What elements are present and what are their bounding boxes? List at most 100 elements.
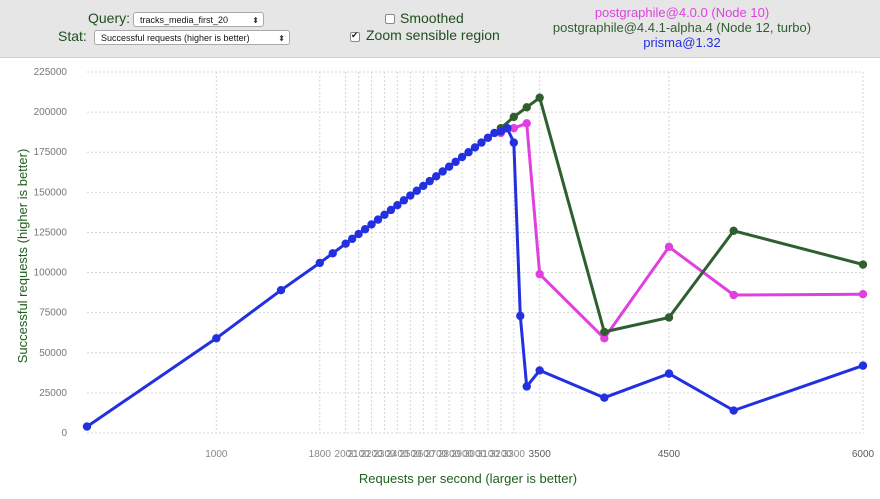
y-tick-label: 150000 [34,187,68,198]
data-point [470,143,480,152]
x-tick-label: 3500 [529,449,552,460]
data-point [664,313,674,322]
data-point [399,196,409,205]
x-tick-label: 6000 [852,449,875,460]
y-tick-label: 50000 [39,348,67,359]
data-point [328,249,337,258]
series-0 [496,119,868,343]
data-point [477,138,486,147]
data-point [509,123,518,133]
data-point [600,327,609,337]
x-tick-label: 2900 [451,449,474,460]
data-point [464,148,473,157]
y-tick-label: 25000 [39,388,67,399]
data-point [276,286,286,295]
data-point [432,172,441,181]
smoothed-checkbox[interactable] [385,14,395,24]
data-point [535,366,544,375]
controls-bar: Query: tracks_media_first_20 ⬍ Stat: Suc… [0,0,880,58]
data-point [444,162,454,171]
data-point [451,157,460,167]
x-tick-label: 2600 [412,449,435,460]
data-point [490,128,499,138]
y-tick-label: 125000 [34,227,68,238]
series-line [499,96,864,334]
x-tick-label: 3100 [477,449,500,460]
data-point [664,369,674,378]
y-axis-ticks: 0 25000 50000 75000 100000 125000 150000 175000… [34,67,68,439]
zoom-label: Zoom sensible region [366,27,500,43]
data-point [360,225,370,234]
data-point [354,229,363,239]
data-point [729,290,738,300]
data-point [535,269,544,279]
y-tick-label: 200000 [34,107,68,118]
select-arrows-icon: ⬍ [278,34,285,43]
data-point [347,234,357,244]
x-tick-label: 2400 [386,449,409,460]
data-point [406,191,415,200]
data-point [82,422,92,431]
x-tick-label: 2500 [399,449,422,460]
x-tick-label: 3300 [503,449,526,460]
data-point [509,138,518,147]
x-tick-label: 2000 [335,449,358,460]
data-point [438,167,447,176]
data-point [386,205,396,215]
stat-label: Stat: [58,28,87,44]
data-point [496,127,506,136]
query-select[interactable]: tracks_media_first_20 ⬍ [133,12,264,27]
data-point [858,361,868,370]
chart-series [82,93,868,431]
zoom-checkbox[interactable] [350,30,360,42]
legend-item-prisma[interactable]: prisma@1.32 [643,35,721,50]
x-axis-ticks: 1000 1800 20002100220023002400250026002700… [205,449,874,460]
x-tick-label: 2300 [373,449,396,460]
x-tick-label: 2100 [347,449,370,460]
data-point [600,393,609,402]
data-point [503,123,512,133]
legend-item-postgraphile-4-0-0[interactable]: postgraphile@4.0.0 (Node 10) [594,5,770,20]
x-tick-label: 1000 [205,449,228,460]
stat-select[interactable]: Successful requests (higher is better) ⬍ [94,30,290,45]
data-point [457,152,467,162]
y-tick-label: 100000 [34,268,68,279]
query-select-value: tracks_media_first_20 [140,15,229,25]
y-tick-label: 75000 [39,308,67,319]
series-2 [82,123,868,431]
data-point [367,220,376,229]
series-1 [496,93,868,337]
data-point [858,260,868,269]
data-point [535,93,544,102]
select-arrows-icon: ⬍ [252,16,259,25]
stat-select-value: Successful requests (higher is better) [101,33,250,43]
data-point [412,186,421,195]
y-tick-label: 0 [61,428,67,439]
x-tick-label: 4500 [658,449,681,460]
data-point [425,176,434,186]
data-point [509,112,518,122]
data-point [858,290,868,299]
data-point [419,181,428,191]
x-tick-label: 2200 [360,449,383,460]
data-point [600,334,609,343]
data-point [212,334,221,343]
data-point [729,226,738,236]
x-tick-label: 3000 [464,449,487,460]
data-point [522,119,531,128]
data-point [373,215,383,224]
x-tick-label: 3200 [490,449,513,460]
y-tick-label: 225000 [34,67,68,78]
x-tick-label: 2700 [425,449,448,460]
x-tick-label: 1800 [309,449,332,460]
y-axis-label: Successful requests (higher is better) [15,149,30,364]
data-point [664,242,674,252]
y-tick-label: 175000 [34,147,68,158]
x-axis-label: Requests per second (larger is better) [359,471,577,486]
data-point [483,133,493,142]
data-point [393,200,402,210]
legend-item-postgraphile-4-4-1[interactable]: postgraphile@4.4.1-alpha.4 (Node 12, tur… [552,20,812,35]
query-label: Query: [88,10,131,26]
data-point [380,210,389,219]
